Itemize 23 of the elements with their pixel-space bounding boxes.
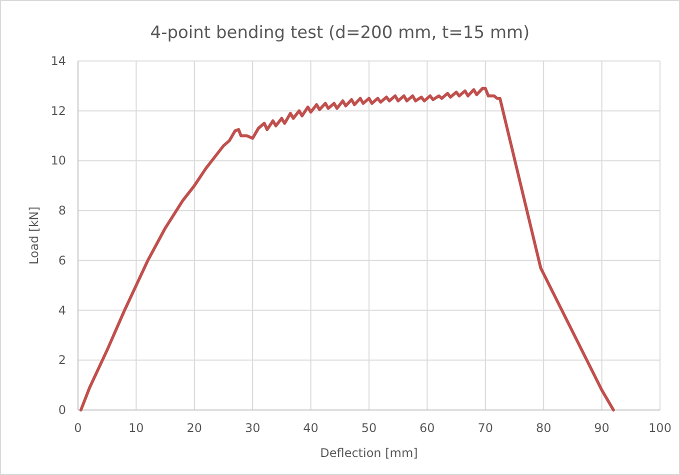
x-tick-label: 80 bbox=[536, 421, 552, 435]
x-tick-label: 10 bbox=[128, 421, 144, 435]
y-tick-label: 8 bbox=[58, 204, 66, 218]
x-tick-label: 20 bbox=[186, 421, 202, 435]
line-series bbox=[79, 86, 615, 412]
y-axis-title: Load [kN] bbox=[27, 206, 41, 264]
x-tick-label: 30 bbox=[244, 421, 260, 435]
y-tick-label: 14 bbox=[50, 54, 66, 68]
chart-title: 4-point bending test (d=200 mm, t=15 mm) bbox=[150, 23, 530, 43]
y-tick-label: 4 bbox=[58, 303, 66, 318]
y-tick-label: 6 bbox=[58, 253, 66, 268]
x-tick-label: 40 bbox=[303, 421, 318, 435]
x-tick-label: 50 bbox=[361, 421, 377, 435]
x-tick-label: 100 bbox=[648, 421, 672, 435]
x-tick-label: 90 bbox=[594, 421, 610, 435]
y-tick-label: 2 bbox=[58, 353, 66, 368]
y-tick-label: 0 bbox=[58, 403, 66, 417]
x-tick-label: 0 bbox=[74, 421, 82, 435]
x-tick-label: 60 bbox=[420, 421, 435, 435]
x-axis-title: Deflection [mm] bbox=[320, 446, 418, 460]
y-tick-label: 10 bbox=[50, 154, 66, 168]
x-tick-label: 70 bbox=[478, 421, 494, 435]
y-tick-label: 12 bbox=[50, 104, 66, 118]
